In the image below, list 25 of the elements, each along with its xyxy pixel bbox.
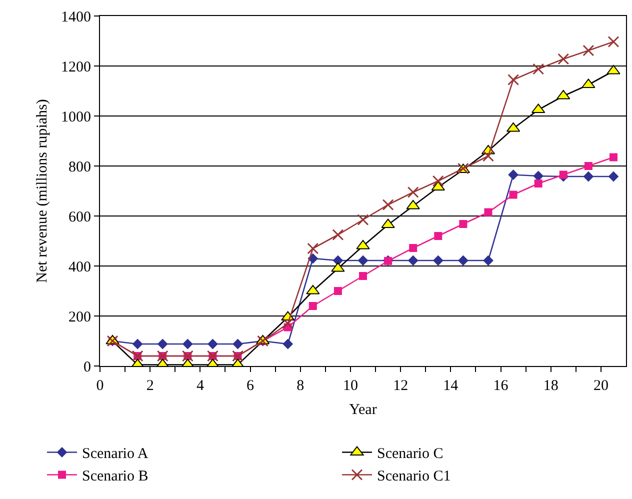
y-tick-label: 200 bbox=[68, 309, 91, 326]
x-tick-label: 10 bbox=[342, 378, 358, 394]
y-axis-title: Net revenue (millions rupiahs) bbox=[34, 99, 50, 283]
x-tick-label: 16 bbox=[493, 378, 509, 394]
x-tick-label: 20 bbox=[593, 378, 608, 394]
x-tick-label: 12 bbox=[393, 378, 408, 394]
legend-label: Scenario C bbox=[377, 446, 444, 462]
y-tick-label: 600 bbox=[68, 209, 91, 226]
x-tick-label: 0 bbox=[96, 378, 104, 394]
legend-label: Scenario B bbox=[82, 468, 148, 485]
x-tick-label: 4 bbox=[196, 378, 204, 394]
y-tick-label: 0 bbox=[84, 359, 91, 376]
x-tick-label: 8 bbox=[296, 378, 304, 394]
legend-label: Scenario A bbox=[82, 446, 148, 462]
legend-label: Scenario C1 bbox=[377, 468, 451, 485]
y-tick-label: 1000 bbox=[61, 109, 91, 126]
x-tick-label: 2 bbox=[146, 378, 154, 394]
y-tick-label: 400 bbox=[68, 259, 91, 276]
y-tick-label: 1200 bbox=[61, 59, 91, 76]
y-tick-label: 1400 bbox=[61, 9, 91, 26]
x-tick-label: 6 bbox=[246, 378, 255, 394]
x-axis-title: Year bbox=[349, 402, 377, 418]
x-tick-label: 18 bbox=[543, 378, 558, 394]
y-tick-label: 800 bbox=[68, 159, 91, 176]
x-tick-label: 14 bbox=[443, 378, 459, 394]
